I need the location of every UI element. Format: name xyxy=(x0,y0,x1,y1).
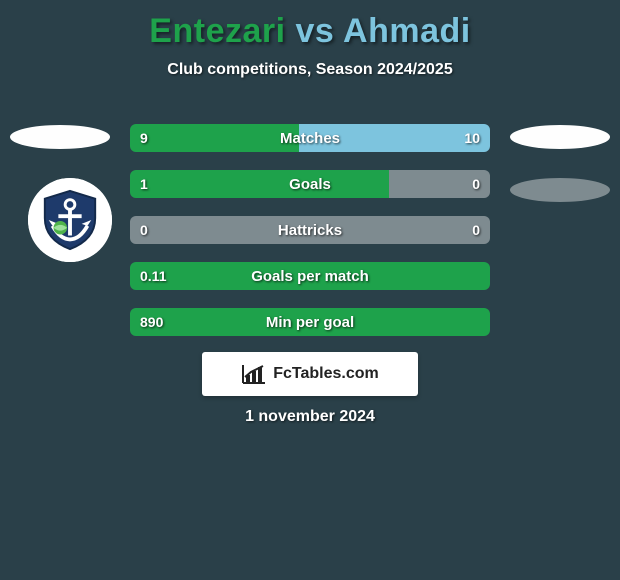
bar-left-fill xyxy=(130,308,490,336)
date-line: 1 november 2024 xyxy=(0,408,620,426)
player-left-oval xyxy=(10,125,110,149)
title-right: Ahmadi xyxy=(343,12,471,50)
bar-right-fill xyxy=(310,216,490,244)
bar-row: Goals10 xyxy=(130,170,490,198)
page-title: Entezari vs Ahmadi xyxy=(0,0,620,51)
club-badge-left xyxy=(28,178,112,262)
bar-left-fill xyxy=(130,262,490,290)
brand-text: FcTables.com xyxy=(273,365,379,383)
bar-right-fill xyxy=(299,124,490,152)
brand-box[interactable]: FcTables.com xyxy=(202,352,418,396)
title-left: Entezari xyxy=(149,12,285,50)
bar-row: Hattricks00 xyxy=(130,216,490,244)
bar-left-fill xyxy=(130,170,389,198)
anchor-shield-icon xyxy=(39,189,101,251)
bar-chart-icon xyxy=(241,363,267,385)
bar-row: Goals per match0.11 xyxy=(130,262,490,290)
title-vs: vs xyxy=(286,12,343,50)
bar-left-fill xyxy=(130,124,299,152)
bar-row: Matches910 xyxy=(130,124,490,152)
subtitle: Club competitions, Season 2024/2025 xyxy=(0,61,620,79)
player-right-oval xyxy=(510,125,610,149)
bar-left-fill xyxy=(130,216,310,244)
bar-row: Min per goal890 xyxy=(130,308,490,336)
comparison-bars: Matches910 Goals10 Hattricks00 Goals per ma… xyxy=(130,124,490,354)
bar-right-fill xyxy=(389,170,490,198)
player-right-oval-2 xyxy=(510,178,610,202)
